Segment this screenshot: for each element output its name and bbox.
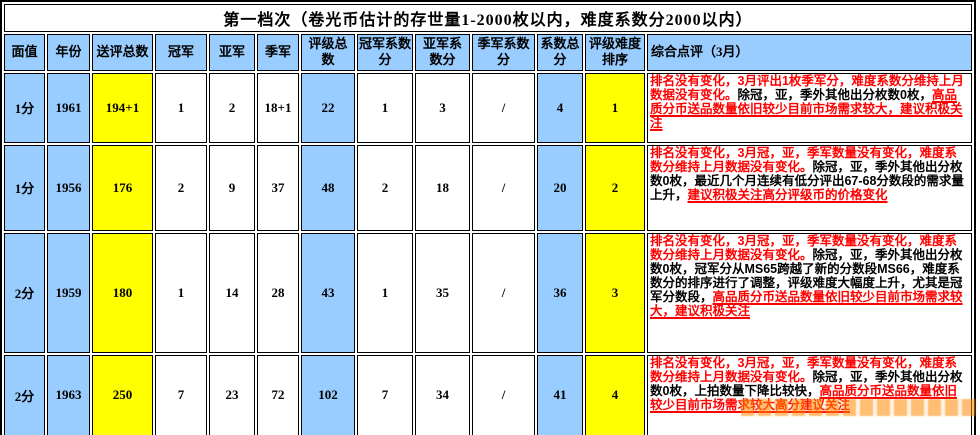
cell-graded-total: 48 [301,144,355,231]
cell-score-total: 36 [537,232,583,353]
cell-third-place: 28 [257,232,299,353]
comment-segment: 除冠，亚，季外其他出分枚数0枚，上拍数量下降比较快， [650,369,963,398]
comment-segment: 排名没有变化，3月冠，亚，季军数量没有变化，难度系数分维持上月数据没有变化。 [650,145,957,174]
column-header-runner-up-score: 亚军系数分 [415,34,470,71]
comment-segment: 除冠，亚，季外其他出分枚数0枚，最近几个月连续有低分评出67-68分数段的需求量… [650,159,964,202]
cell-runner-up: 9 [209,144,255,231]
cell-graded-total: 102 [301,354,355,435]
column-header-comment: 综合点评（3月） [647,34,972,71]
column-header-graded-total: 评级总数 [301,34,355,71]
cell-champion: 7 [155,354,207,435]
table-row: 1分 1956 176 2 9 37 48 2 18/20 2 排名没有变化，3月冠，亚，季军数量没… [4,144,972,231]
cell-difficulty-rank: 3 [585,232,645,353]
cell-difficulty-rank: 4 [585,354,645,435]
cell-third-place: 72 [257,354,299,435]
cell-denomination: 1分 [4,72,45,143]
column-header-third-place-score: 季军系数分 [472,34,535,71]
comment-cell: 排名没有变化，3月评出1枚季军分，难度系数分维持上月数据没有变化。除冠，亚，季外… [647,72,972,143]
cell-year: 1956 [47,144,90,231]
table-row: 2分 1959 180 1 14 28 43 1 35/36 3 排名没有变化，3月冠，亚，季军数量… [4,232,972,353]
comment-segment: 除冠，亚，季外其他出分枚数0枚，冠军分从MS65跨越了新的分数段MS66，难度系… [650,247,963,304]
cell-champion-score: 1 [357,232,413,353]
column-header-submitted-total: 送评总数 [92,34,153,71]
cell-denomination: 2分 [4,232,45,353]
column-header-runner-up: 亚军 [209,34,255,71]
cell-third-place-score: / [472,144,535,231]
cell-runner-up: 14 [209,232,255,353]
cell-score-total: 4 [537,72,583,143]
cell-submitted-total: 180 [92,232,153,353]
cell-third-place-score: / [472,72,535,143]
cell-third-place: 37 [257,144,299,231]
cell-denomination: 1分 [4,144,45,231]
column-header-denomination: 面值 [4,34,45,71]
cell-runner-up-score: 34 [415,354,470,435]
header-row: 面值 年份 送评总数 冠军 亚军 季军 评级总数 冠军系数分 亚军系数分 季军系数分 系数总分 评级难… [4,34,972,71]
column-header-score-total: 系数总分 [537,34,583,71]
cell-third-place-score: / [472,232,535,353]
cell-champion-score: 7 [357,354,413,435]
column-header-champion-score: 冠军系数分 [357,34,413,71]
cell-score-total: 20 [537,144,583,231]
column-header-year: 年份 [47,34,90,71]
comment-cell: 排名没有变化，3月冠，亚，季军数量没有变化，难度系数分维持上月数据没有变化。除冠… [647,354,972,435]
table-row: 2分 1963 250 7 23 72 102 7 34/41 4 排名没有变化，3月冠，亚，季军数… [4,354,972,435]
cell-denomination: 2分 [4,354,45,435]
cell-submitted-total: 176 [92,144,153,231]
comment-segment: 建议积极关注高分评级币的价格变化 [687,187,888,202]
cell-graded-total: 22 [301,72,355,143]
table-title: 第一档次（卷光币估计的存世量1-2000枚以内，难度系数分2000以内） [4,4,972,32]
cell-third-place: 18+1 [257,72,299,143]
cell-champion: 1 [155,232,207,353]
cell-champion: 1 [155,72,207,143]
cell-third-place-score: / [472,354,535,435]
cell-runner-up-score: 35 [415,232,470,353]
cell-graded-total: 43 [301,232,355,353]
table-row: 1分 1961 194+1 1 2 18+1 22 1 3/4 1 排名没有变化，3月评出1枚季军分… [4,72,972,143]
comment-segment: 高品质分币送品数量依旧较少目前市场需求较大，建议积极关注 [650,87,963,130]
comment-cell: 排名没有变化，3月冠，亚，季军数量没有变化，难度系数分维持上月数据没有变化。除冠… [647,144,972,231]
cell-difficulty-rank: 2 [585,144,645,231]
cell-difficulty-rank: 1 [585,72,645,143]
cell-runner-up-score: 18 [415,144,470,231]
cell-year: 1963 [47,354,90,435]
cell-score-total: 41 [537,354,583,435]
cell-runner-up-score: 3 [415,72,470,143]
cell-runner-up: 2 [209,72,255,143]
comment-segment: 排名没有变化，3月冠，亚，季军数量没有变化，难度系数分维持上月数据没有变化。 [650,355,957,384]
title-row: 第一档次（卷光币估计的存世量1-2000枚以内，难度系数分2000以内） [4,4,972,32]
cell-submitted-total: 194+1 [92,72,153,143]
column-header-champion: 冠军 [155,34,207,71]
cell-year: 1959 [47,232,90,353]
cell-year: 1961 [47,72,90,143]
column-header-third-place: 季军 [257,34,299,71]
cell-champion: 2 [155,144,207,231]
column-header-difficulty-rank: 评级难度排序 [585,34,645,71]
cell-submitted-total: 250 [92,354,153,435]
comment-segment: 排名没有变化，3月评出1枚季军分，难度系数分维持上月数据没有变化。 [650,73,964,102]
comment-segment: 高品质分币送品数量依旧较少目前市场需求较大，建议积极关注 [650,289,963,318]
comment-segment: 排名没有变化，3月冠，亚，季军数量没有变化，难度系数分维持上月数据没有变化。 [650,233,957,262]
comment-segment: 除冠，亚，季外其他出分枚数0枚， [737,87,932,102]
cell-runner-up: 23 [209,354,255,435]
cell-champion-score: 1 [357,72,413,143]
cell-champion-score: 2 [357,144,413,231]
comment-cell: 排名没有变化，3月冠，亚，季军数量没有变化，难度系数分维持上月数据没有变化。除冠… [647,232,972,353]
